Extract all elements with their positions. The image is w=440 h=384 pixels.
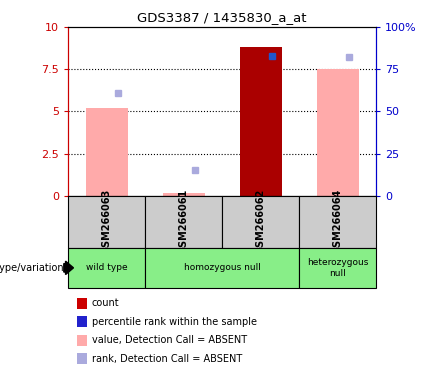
Text: genotype/variation: genotype/variation (0, 263, 64, 273)
Bar (222, 196, 299, 248)
Text: homozygous null: homozygous null (184, 263, 260, 272)
Text: GSM266062: GSM266062 (256, 189, 266, 254)
Text: heterozygous
null: heterozygous null (307, 258, 368, 278)
Text: GSM266064: GSM266064 (333, 189, 343, 254)
Text: rank, Detection Call = ABSENT: rank, Detection Call = ABSENT (92, 354, 242, 364)
Bar (239, 47, 282, 196)
Bar (299, 248, 376, 288)
Text: count: count (92, 298, 120, 308)
Bar (68, 196, 145, 248)
Bar (145, 248, 299, 288)
Bar (316, 69, 359, 196)
Bar (299, 196, 376, 248)
Bar (162, 193, 205, 196)
Text: GSM266063: GSM266063 (102, 189, 112, 254)
Text: wild type: wild type (86, 263, 128, 272)
Text: value, Detection Call = ABSENT: value, Detection Call = ABSENT (92, 335, 247, 345)
Bar (145, 196, 222, 248)
Text: GSM266061: GSM266061 (179, 189, 189, 254)
Bar (85, 108, 128, 196)
Bar (68, 248, 145, 288)
Title: GDS3387 / 1435830_a_at: GDS3387 / 1435830_a_at (137, 11, 307, 24)
Text: percentile rank within the sample: percentile rank within the sample (92, 317, 257, 327)
